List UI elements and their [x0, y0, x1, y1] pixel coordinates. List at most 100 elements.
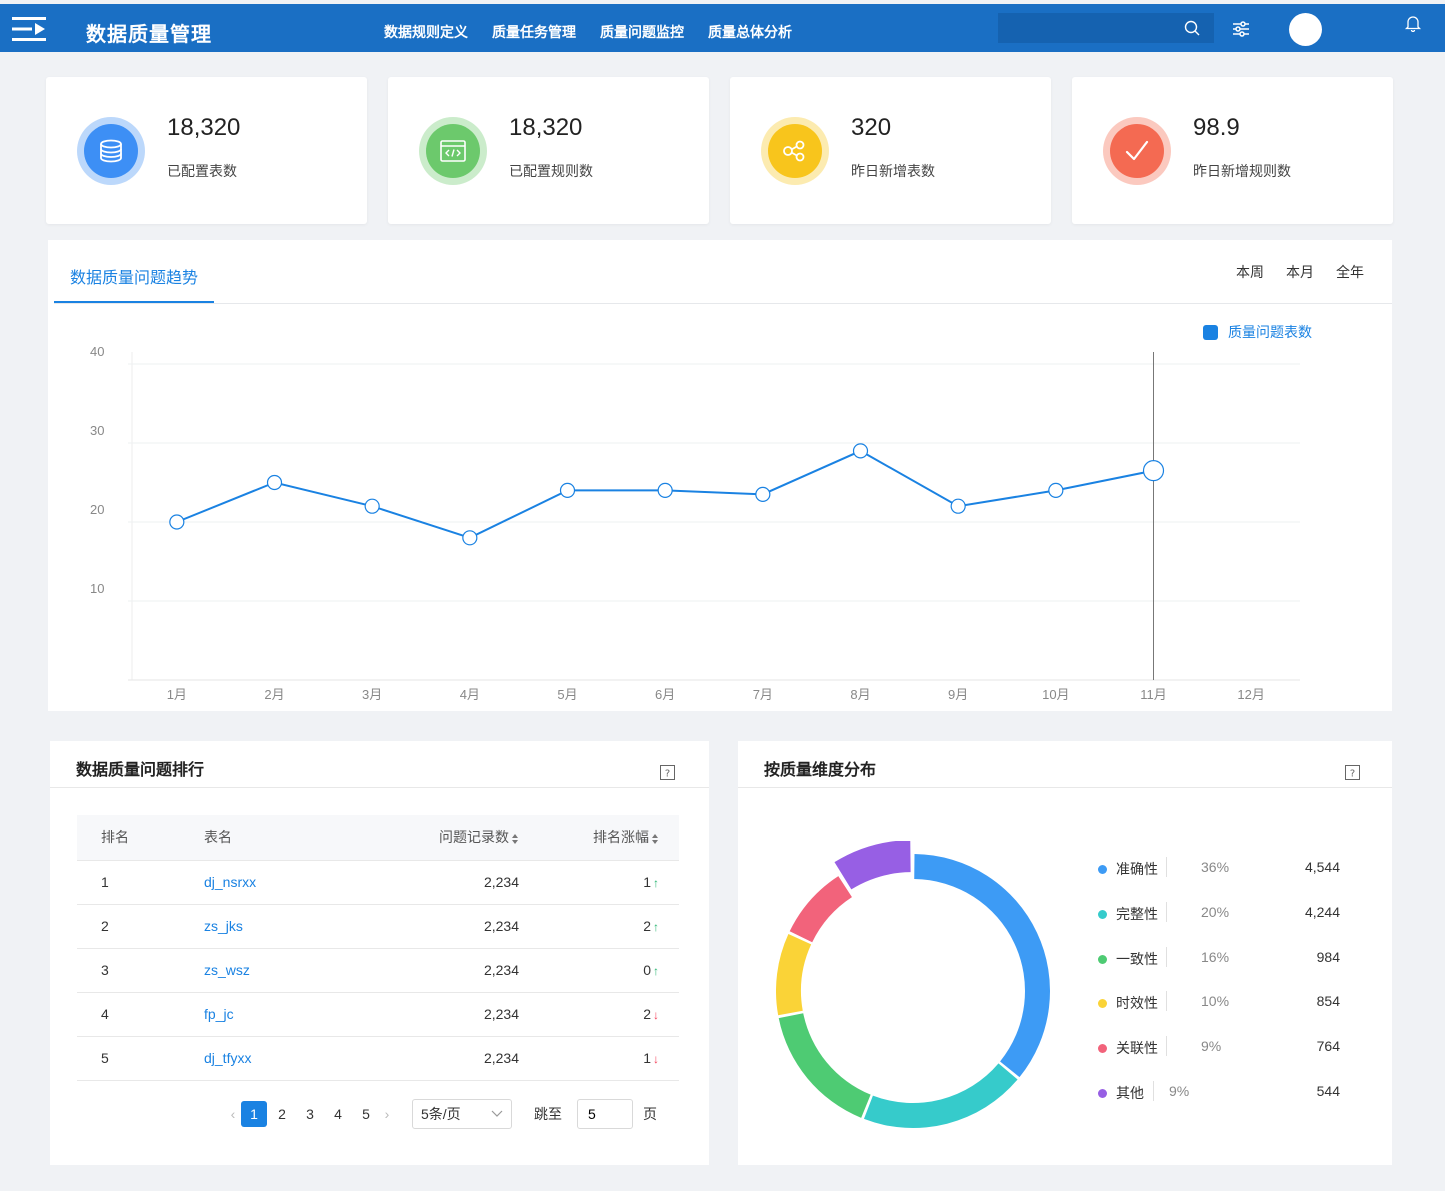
- donut-slice[interactable]: [789, 876, 852, 943]
- donut-slice[interactable]: [863, 1063, 1018, 1128]
- arrow-up-icon: ↑: [653, 876, 659, 890]
- stat-label: 已配置表数: [167, 163, 237, 179]
- jump-page-input[interactable]: [577, 1099, 633, 1129]
- page-size-select[interactable]: 5条/页: [412, 1099, 512, 1129]
- page-2[interactable]: 2: [278, 1106, 286, 1122]
- table-name-link[interactable]: dj_nsrxx: [204, 874, 257, 890]
- search-icon[interactable]: [1184, 20, 1200, 36]
- page-size-value: 5条/页: [421, 1106, 461, 1122]
- range-tabs: 本周 本月 全年: [1236, 262, 1364, 282]
- stat-icon-ring: [419, 117, 487, 185]
- table-row: 4 fp_jc 2,234 2 ↓: [77, 992, 679, 1037]
- x-tick-label: 5月: [557, 687, 577, 702]
- table-name-link[interactable]: fp_jc: [204, 1006, 234, 1022]
- legend-percent: 16%: [1201, 948, 1230, 965]
- chart-legend[interactable]: 质量问题表数: [1203, 324, 1312, 340]
- table-row: 3 zs_wsz 2,234 0 ↑: [77, 948, 679, 993]
- data-point[interactable]: [755, 486, 771, 502]
- data-point[interactable]: [950, 498, 966, 514]
- nav-issue-monitoring[interactable]: 质量问题监控: [600, 24, 684, 40]
- prev-page-icon[interactable]: ‹: [230, 1106, 236, 1122]
- y-tick-label: 20: [90, 502, 104, 517]
- column-header-issue-count[interactable]: 问题记录数: [419, 815, 519, 861]
- divider: [738, 787, 1392, 788]
- cell-issue-count: 2,234: [419, 1036, 519, 1081]
- page-5[interactable]: 5: [362, 1106, 370, 1122]
- quality-dimension-donut-chart: [776, 841, 1050, 1128]
- nav-rule-definition[interactable]: 数据规则定义: [384, 24, 468, 40]
- legend-item[interactable]: 一致性 16% 984: [1098, 946, 1358, 992]
- legend-percent: 36%: [1201, 859, 1230, 875]
- table-name-link[interactable]: dj_tfyxx: [204, 1050, 252, 1066]
- donut-slice[interactable]: [778, 1013, 871, 1118]
- data-point[interactable]: [169, 514, 185, 530]
- donut-slice[interactable]: [834, 841, 911, 890]
- menu-toggle-icon[interactable]: [12, 16, 46, 42]
- stat-label: 昨日新增表数: [851, 163, 935, 179]
- user-avatar[interactable]: [1289, 13, 1322, 46]
- legend-value: 4,244: [1304, 903, 1340, 920]
- data-point[interactable]: [852, 443, 869, 459]
- page-4[interactable]: 4: [334, 1106, 342, 1122]
- stat-value: 18,320: [509, 114, 583, 141]
- legend-item[interactable]: 其他 9% 544: [1098, 1080, 1358, 1126]
- legend-item[interactable]: 关联性 9% 764: [1098, 1036, 1358, 1081]
- divider: [54, 303, 1392, 304]
- sort-icon[interactable]: [651, 833, 659, 845]
- legend-value: 764: [1316, 1038, 1340, 1055]
- arrow-down-icon: ↓: [653, 1008, 659, 1022]
- chevron-down-icon: [491, 1110, 503, 1117]
- cell-rank-change: 1 ↓: [519, 1036, 679, 1081]
- legend-dot: [1098, 954, 1107, 964]
- donut-slice[interactable]: [914, 854, 1050, 1078]
- table-row: 1 dj_nsrxx 2,234 1 ↑: [77, 860, 679, 905]
- donut-slice[interactable]: [776, 934, 812, 1016]
- app-title: 数据质量管理: [86, 24, 212, 46]
- page-suffix: 页: [643, 1106, 657, 1122]
- table-name-link[interactable]: zs_jks: [204, 918, 243, 934]
- divider: [1166, 1036, 1167, 1057]
- search-input[interactable]: [998, 13, 1178, 43]
- help-icon[interactable]: ?: [660, 765, 675, 780]
- distribution-title: 按质量维度分布: [764, 762, 877, 779]
- data-point[interactable]: [657, 482, 673, 498]
- share-nodes-icon: [783, 140, 805, 162]
- active-tab-indicator: [54, 301, 214, 303]
- legend-dot: [1098, 999, 1107, 1009]
- cell-issue-count: 2,234: [419, 904, 519, 949]
- x-tick-label: 12月: [1237, 687, 1264, 702]
- range-tab-month[interactable]: 本月: [1286, 264, 1314, 280]
- legend-name: 完整性: [1116, 905, 1158, 922]
- sort-icon[interactable]: [511, 833, 519, 845]
- page-3[interactable]: 3: [306, 1106, 314, 1122]
- rank-change-value: 2: [643, 1006, 651, 1022]
- legend-item[interactable]: 时效性 10% 854: [1098, 991, 1358, 1036]
- nav-task-management[interactable]: 质量任务管理: [492, 24, 576, 40]
- next-page-icon[interactable]: ›: [384, 1106, 390, 1122]
- tab-quality-trend[interactable]: 数据质量问题趋势: [70, 270, 199, 287]
- range-tab-year[interactable]: 全年: [1336, 264, 1364, 280]
- page-1[interactable]: 1: [241, 1101, 267, 1127]
- code-window-icon: [440, 140, 466, 162]
- notification-bell-icon[interactable]: [1404, 14, 1422, 32]
- range-tab-week[interactable]: 本周: [1236, 264, 1264, 280]
- x-tick-label: 10月: [1042, 687, 1069, 702]
- settings-sliders-icon[interactable]: [1232, 20, 1250, 38]
- data-point[interactable]: [364, 498, 380, 514]
- data-point[interactable]: [559, 482, 576, 498]
- data-point[interactable]: [462, 530, 478, 546]
- nav-overall-analysis[interactable]: 质量总体分析: [708, 24, 792, 40]
- data-point[interactable]: [266, 474, 283, 491]
- legend-item[interactable]: 准确性 36% 4,544: [1098, 857, 1358, 902]
- data-point[interactable]: [1142, 460, 1165, 482]
- data-point[interactable]: [1048, 482, 1064, 498]
- legend-value: 544: [1316, 1082, 1340, 1099]
- column-header-rank-change[interactable]: 排名涨幅: [519, 815, 679, 861]
- rank-change-value: 2: [643, 918, 651, 934]
- x-tick-label: 8月: [850, 687, 870, 702]
- legend-value: 854: [1316, 993, 1340, 1010]
- help-icon[interactable]: ?: [1345, 765, 1360, 780]
- legend-item[interactable]: 完整性 20% 4,244: [1098, 901, 1358, 947]
- table-name-link[interactable]: zs_wsz: [204, 962, 250, 978]
- legend-name: 一致性: [1116, 950, 1158, 967]
